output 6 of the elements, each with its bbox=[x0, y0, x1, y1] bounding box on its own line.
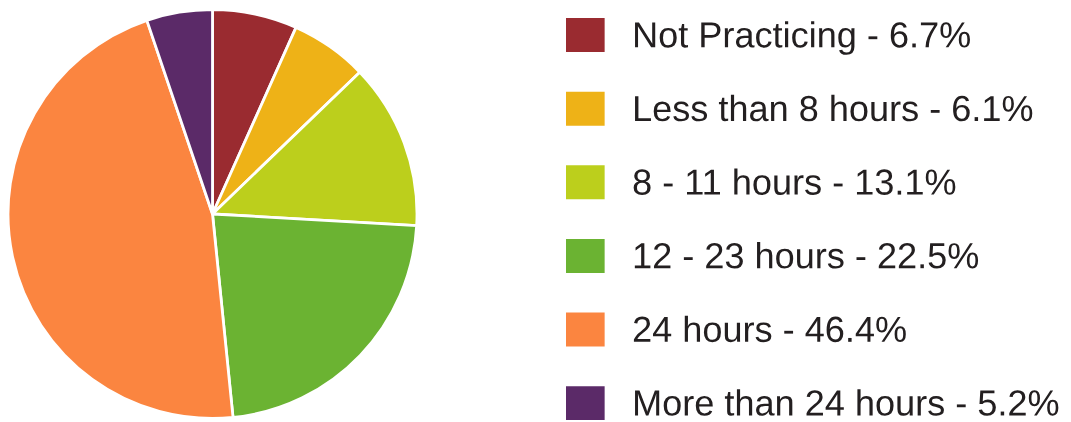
legend-label: 12 - 23 hours - 22.5% bbox=[634, 242, 979, 269]
legend-label: Not Practicing - 6.7% bbox=[635, 21, 970, 55]
legend-label: 24 hours - 46.4% bbox=[633, 315, 906, 343]
legend-label: 8 - 11 hours - 13.1% bbox=[633, 168, 956, 195]
legend-label: More than 24 hours - 5.2% bbox=[635, 389, 1059, 416]
legend-label: Less than 8 hours - 6.1% bbox=[635, 94, 1033, 122]
